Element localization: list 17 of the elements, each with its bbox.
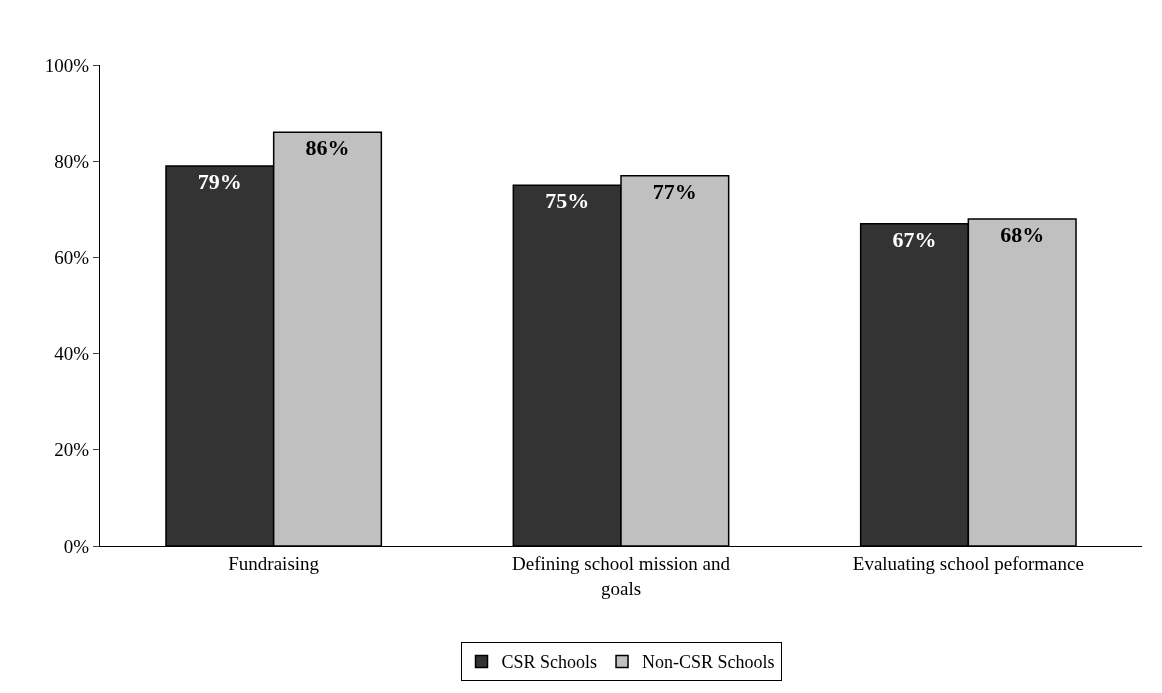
data-label: 75% [545,188,590,214]
y-tick-label: 0% [63,535,90,557]
legend-label: CSR Schools [501,652,598,673]
y-tick-label: 80% [54,150,90,172]
data-label: 68% [1000,221,1045,247]
data-label: 77% [652,178,697,204]
y-tick-label: 40% [54,343,90,365]
x-tick-label: Fundraising [228,552,320,574]
data-label: 67% [892,226,937,252]
y-tick-label: 100% [44,54,90,76]
x-tick-label: Defining school mission and goals [512,552,731,599]
y-tick-label: 20% [54,439,90,461]
x-tick-label: Evaluating school peformance [852,552,1084,574]
data-label: 79% [197,169,242,195]
legend-label: Non-CSR Schools [642,652,775,673]
data-label: 86% [305,135,350,161]
y-tick-label: 60% [54,247,90,269]
